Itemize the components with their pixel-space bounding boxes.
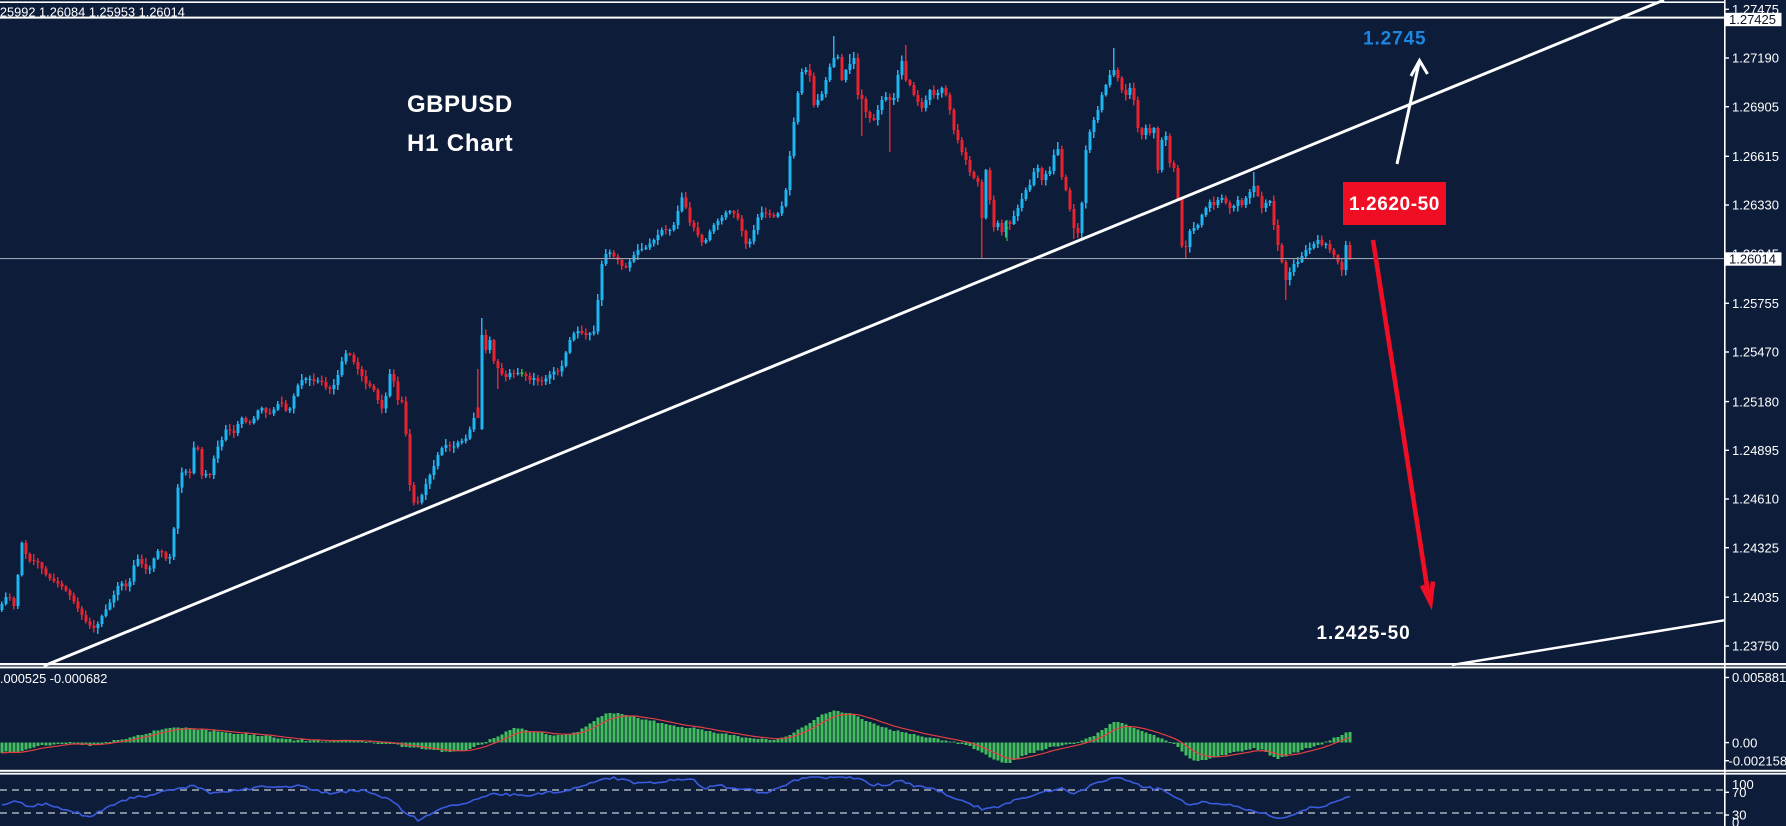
svg-text:-0.002158: -0.002158: [1729, 753, 1786, 768]
svg-text:1.26014: 1.26014: [1729, 252, 1776, 267]
svg-text:1.25470: 1.25470: [1732, 345, 1779, 360]
svg-text:1.26905: 1.26905: [1732, 99, 1779, 114]
svg-text:1.2425-50: 1.2425-50: [1317, 623, 1411, 644]
svg-text:70: 70: [1732, 785, 1746, 800]
svg-text:GBPUSD: GBPUSD: [407, 91, 513, 118]
svg-text:1.25180: 1.25180: [1732, 394, 1779, 409]
svg-text:0.000525 -0.000682: 0.000525 -0.000682: [0, 671, 107, 686]
svg-text:100: 100: [1732, 777, 1754, 792]
svg-text:1.24325: 1.24325: [1732, 540, 1779, 555]
svg-text:1.23750: 1.23750: [1732, 639, 1779, 654]
svg-text:1.27425: 1.27425: [1729, 12, 1776, 27]
svg-text:1.2620-50: 1.2620-50: [1349, 194, 1440, 215]
svg-text:1.24610: 1.24610: [1732, 492, 1779, 507]
svg-text:1.26615: 1.26615: [1732, 149, 1779, 164]
svg-text:0.00: 0.00: [1732, 735, 1757, 750]
svg-text:H1 Chart: H1 Chart: [407, 130, 513, 157]
svg-text:0.005881: 0.005881: [1732, 670, 1786, 685]
svg-text:30: 30: [1732, 808, 1746, 823]
svg-text:1.24895: 1.24895: [1732, 443, 1779, 458]
svg-text:1.27190: 1.27190: [1732, 51, 1779, 66]
svg-text:1.25755: 1.25755: [1732, 296, 1779, 311]
svg-text:0: 0: [1732, 815, 1739, 826]
svg-text:1.26330: 1.26330: [1732, 198, 1779, 213]
svg-text:1.25992 1.26084 1.25953 1.2601: 1.25992 1.26084 1.25953 1.26014: [0, 4, 185, 19]
svg-text:1.24035: 1.24035: [1732, 590, 1779, 605]
svg-text:1.2745: 1.2745: [1363, 29, 1427, 50]
